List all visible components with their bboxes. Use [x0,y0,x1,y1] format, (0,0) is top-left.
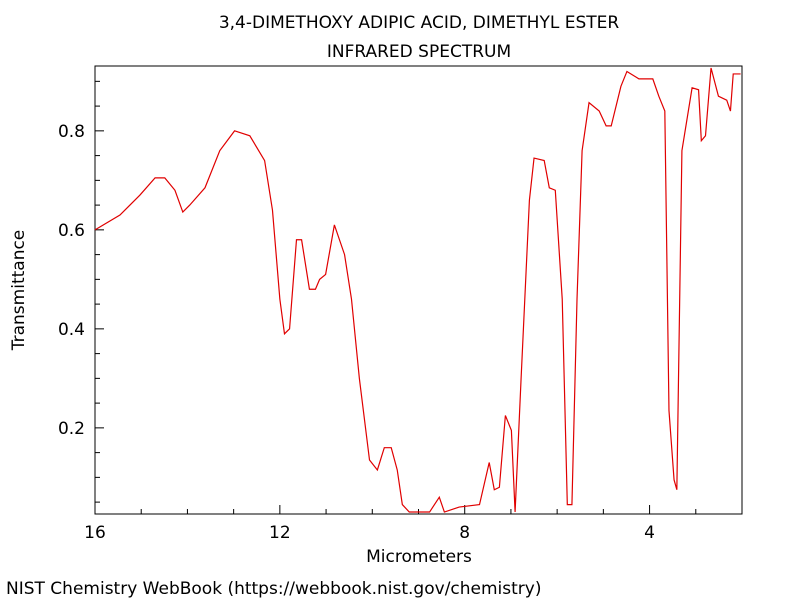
chart-title: 3,4-DIMETHOXY ADIPIC ACID, DIMETHYL ESTE… [219,13,620,33]
plot-frame [94,65,743,515]
x-tick-label: 16 [84,523,106,543]
x-axis-label: Micrometers [366,547,472,567]
y-tick-label: 0.6 [58,221,85,241]
spectrum-line [94,67,741,513]
y-tick-label: 0.4 [58,320,85,340]
x-tick-label: 4 [644,523,655,543]
source-credit: NIST Chemistry WebBook (https://webbook.… [6,579,541,599]
chart-subtitle: INFRARED SPECTRUM [327,42,511,62]
y-axis-label: Transmittance [9,230,29,352]
x-tick-label: 12 [269,523,291,543]
y-tick-label: 0.2 [58,419,85,439]
x-tick-label: 8 [459,523,470,543]
y-tick-label: 0.8 [58,122,85,142]
